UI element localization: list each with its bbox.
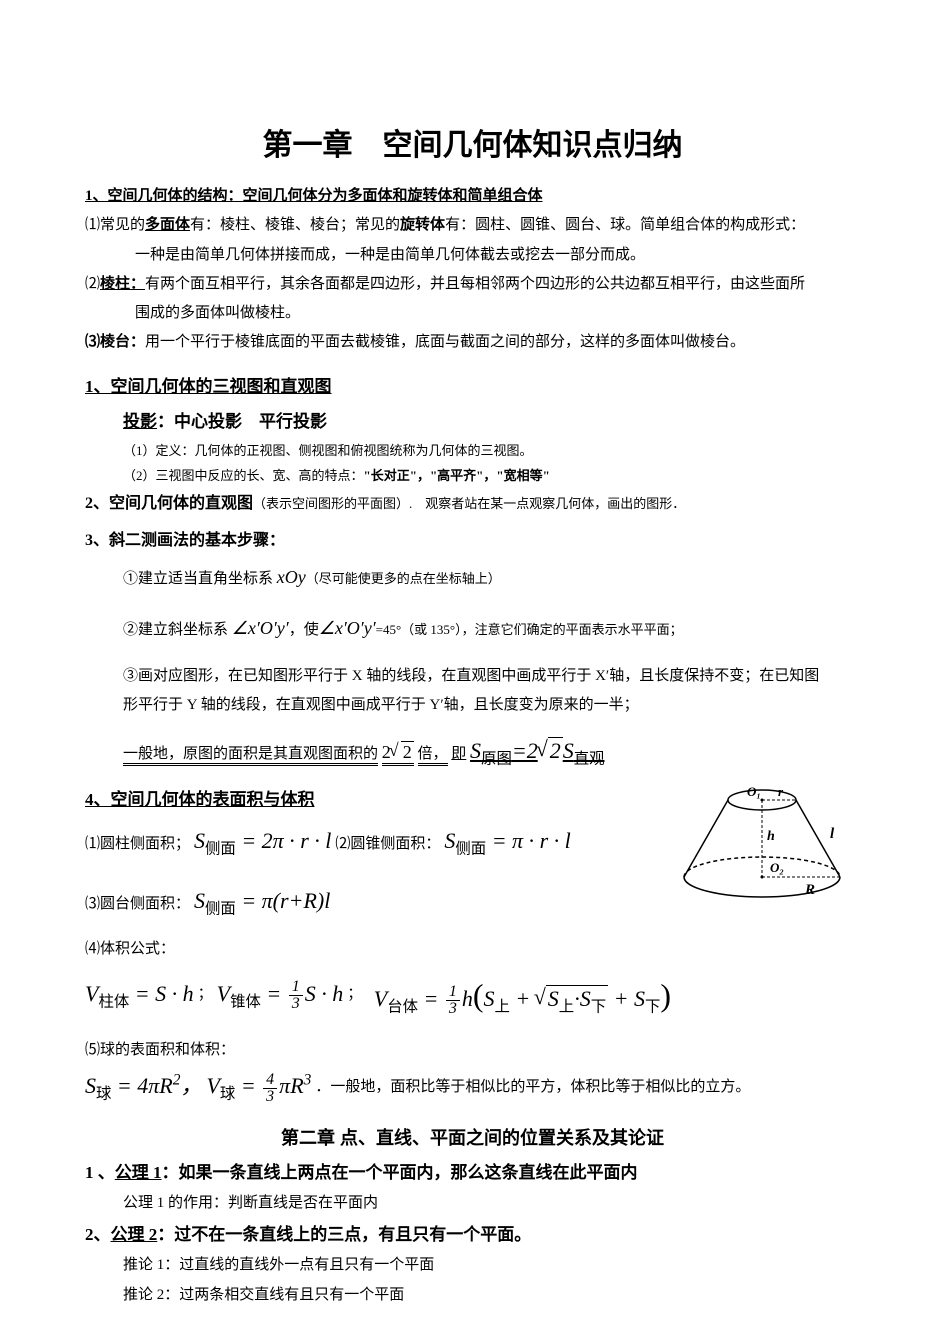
- cone-lateral: S侧面 = π · r · l: [444, 820, 570, 864]
- svg-text:h: h: [767, 829, 775, 844]
- s4-step1: ①建立适当直角坐标系 xOy（尽可能使更多的点在坐标轴上）: [85, 560, 860, 595]
- page-title: 第一章 空间几何体知识点归纳: [85, 120, 860, 164]
- cylinder-lateral: S侧面 = 2π · r · l: [194, 820, 331, 864]
- svg-text:O₂: O₂: [770, 860, 784, 875]
- s1-p1-cont: 一种是由简单几何体拼接而成，一种是由简单几何体截去或挖去一部分而成。: [85, 241, 860, 270]
- area-formula: S原图=22S直观: [470, 738, 604, 763]
- s4-step3b: 形平行于 Y 轴的线段，在直观图中画成平行于 Y′轴，且长度变为原来的一半；: [85, 691, 860, 720]
- axiom2: 2、公理 2：过不在一条直线上的三点，有且只有一个平面。: [85, 1218, 860, 1251]
- s2-head: 1、空间几何体的三视图和直观图: [85, 372, 860, 397]
- chapter2-title: 第二章 点、直线、平面之间的位置关系及其论证: [85, 1124, 860, 1150]
- axiom1-use: 公理 1 的作用：判断直线是否在平面内: [85, 1189, 860, 1218]
- s1-p1: ⑴常见的多面体有：棱柱、棱锥、棱台；常见的旋转体有：圆柱、圆锥、圆台、球。简单组…: [85, 211, 860, 240]
- svg-text:l: l: [830, 826, 835, 842]
- frustum-lateral: S侧面 = π(r+R)l: [194, 880, 330, 924]
- s1-p2-cont: 围成的多面体叫做棱柱。: [85, 299, 860, 328]
- s4-rule: 一般地，原图的面积是其直观图面积的 22 倍， 即 S原图=22S直观: [85, 730, 860, 774]
- s4-step3a: ③画对应图形，在已知图形平行于 X 轴的线段，在直观图中画成平行于 X′轴，且长…: [85, 662, 860, 691]
- svg-text:O₁: O₁: [747, 784, 761, 799]
- s5-c4: ⑷体积公式：: [85, 935, 860, 964]
- axiom1: 1 、公理 1：如果一条直线上两点在一个平面内，那么这条直线在此平面内: [85, 1156, 860, 1189]
- axiom2-c2: 推论 2：过两条相交直线有且只有一个平面: [85, 1281, 860, 1310]
- s3: 2、空间几何体的直观图（表示空间图形的平面图）. 观察者站在某一点观察几何体，画…: [85, 488, 860, 519]
- s1-p2: ⑵棱柱：有两个面互相平行，其余各面都是四边形，并且每相邻两个四边形的公共边都互相…: [85, 270, 860, 299]
- sphere-formulas: S球 = 4πR2， V球 = 43πR3 ．一般地，面积比等于相似比的平方，体…: [85, 1065, 860, 1109]
- s4-head: 3、斜二测画法的基本步骤：: [85, 526, 860, 550]
- s5-c5: ⑸球的表面积和体积：: [85, 1036, 860, 1065]
- s2-d1: （1）定义：几何体的正视图、侧视图和俯视图统称为几何体的三视图。: [85, 438, 860, 463]
- volume-formulas: V柱体 = S · h； V锥体 = 13S · h； V台体 = 13h(S上…: [85, 964, 860, 1026]
- svg-text:R: R: [804, 882, 815, 898]
- s2-proj: 投影：中心投影 平行投影: [85, 405, 860, 438]
- s1-head: 1、空间几何体的结构：空间几何体分为多面体和旋转体和简单组合体: [85, 182, 860, 211]
- s2-d2: （2）三视图中反应的长、宽、高的特点："长对正"，"高平齐"，"宽相等": [85, 463, 860, 488]
- axiom2-c1: 推论 1：过直线的直线外一点有且只有一个平面: [85, 1251, 860, 1280]
- s4-step2: ②建立斜坐标系 ∠x′O′y′，使∠x′O′y′=45°（或 135°），注意它…: [85, 611, 860, 646]
- s1-p3: ⑶棱台：用一个平行于棱锥底面的平面去截棱锥，底面与截面之间的部分，这样的多面体叫…: [85, 328, 860, 357]
- frustum-diagram: O₁ r h O₂ R l: [670, 782, 855, 902]
